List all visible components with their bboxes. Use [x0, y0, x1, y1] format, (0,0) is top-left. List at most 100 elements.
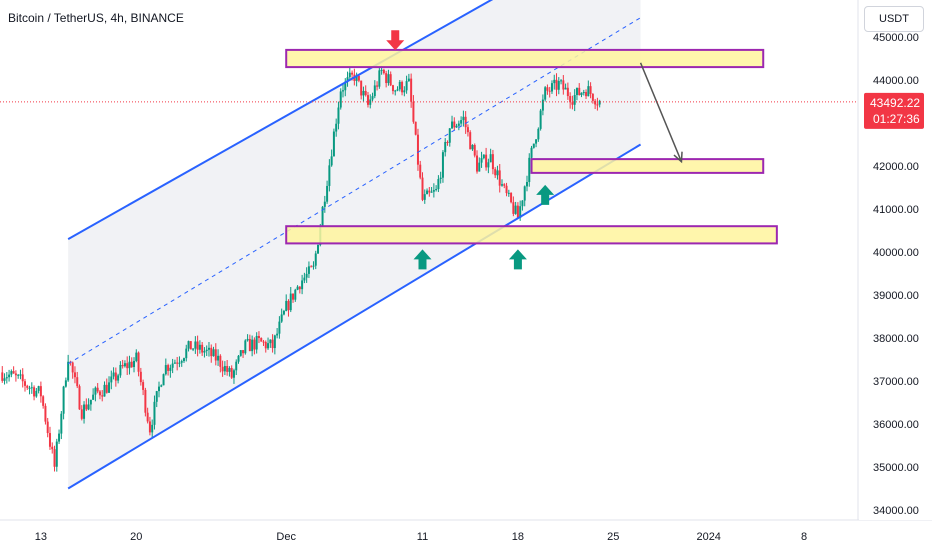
candle-down: [260, 338, 263, 342]
candle-down: [476, 155, 479, 172]
candle-down: [142, 382, 145, 390]
candle-down: [485, 154, 488, 168]
candle-up: [332, 131, 335, 157]
candle-down: [357, 75, 360, 81]
candle-down: [176, 362, 179, 364]
candle-up: [289, 293, 292, 311]
candle-down: [101, 395, 104, 397]
price-zone-rectangle: [285, 48, 765, 69]
y-tick-label: 39000.00: [873, 290, 919, 302]
y-tick-label: 45000.00: [873, 32, 919, 44]
candle-down: [196, 341, 199, 350]
candle-up: [396, 89, 399, 91]
x-tick-label: 2024: [696, 531, 720, 543]
candle-up: [398, 81, 401, 90]
candle-down: [594, 100, 597, 105]
candle-down: [73, 372, 76, 378]
candle-up: [323, 201, 326, 207]
candle-up: [301, 280, 304, 290]
candle-up: [133, 360, 136, 368]
candle-up: [285, 300, 288, 311]
candle-up: [203, 350, 206, 353]
candle-down: [210, 347, 213, 357]
candle-up: [273, 335, 276, 349]
candle-down: [505, 185, 508, 194]
candle-up: [64, 380, 67, 387]
candle-up: [307, 266, 310, 274]
candle-up: [348, 72, 351, 78]
candle-up: [267, 343, 270, 349]
arrow-up-marker: [536, 184, 555, 205]
candle-up: [341, 90, 344, 92]
candle-down: [469, 132, 472, 150]
candle-up: [478, 162, 481, 172]
candle-up: [155, 391, 158, 402]
x-tick-label: 25: [607, 531, 619, 543]
candle-up: [187, 341, 190, 349]
candle-down: [12, 371, 15, 374]
chart-title: Bitcoin / TetherUS, 4h, BINANCE: [8, 11, 184, 25]
candle-up: [403, 90, 406, 93]
candle-up: [160, 385, 163, 387]
y-tick-label: 42000.00: [873, 161, 919, 173]
candle-up: [276, 333, 279, 336]
candle-up: [326, 185, 329, 202]
candle-up: [305, 273, 308, 278]
candle-down: [1, 372, 4, 381]
candle-up: [35, 390, 38, 397]
candle-up: [178, 362, 181, 364]
candle-down: [546, 87, 549, 91]
candle-up: [55, 441, 58, 467]
candle-down: [96, 387, 99, 392]
candle-down: [121, 364, 124, 367]
candle-down: [78, 386, 81, 410]
candle-up: [535, 139, 538, 144]
y-tick-label: 44000.00: [873, 75, 919, 87]
candle-down: [382, 69, 385, 74]
candle-down: [46, 421, 49, 434]
candle-up: [217, 355, 220, 361]
candle-down: [494, 169, 497, 176]
candle-up: [117, 375, 120, 381]
candle-up: [269, 339, 272, 344]
candle-up: [487, 162, 490, 168]
candle-up: [337, 107, 340, 124]
candle-up: [207, 347, 210, 350]
candle-down: [146, 412, 149, 422]
candle-down: [421, 177, 424, 200]
candle-up: [407, 78, 410, 82]
candle-down: [21, 374, 24, 382]
candle-up: [173, 362, 176, 364]
candle-down: [26, 385, 29, 388]
candle-up: [537, 128, 540, 140]
candle-up: [205, 349, 208, 351]
candle-down: [566, 87, 569, 97]
candle-down: [33, 387, 36, 397]
candle-up: [521, 200, 524, 207]
candle-up: [182, 358, 185, 362]
candle-down: [473, 144, 476, 156]
candle-up: [294, 289, 297, 300]
candle-down: [44, 405, 47, 422]
candle-up: [103, 384, 106, 397]
candle-up: [423, 194, 426, 200]
currency-selector-button[interactable]: USDT: [864, 6, 924, 32]
arrow-up-marker: [413, 249, 432, 270]
y-tick-label: 36000.00: [873, 419, 919, 431]
candle-up: [564, 87, 567, 90]
candle-up: [437, 179, 440, 190]
candle-up: [460, 120, 463, 124]
y-tick-label: 40000.00: [873, 247, 919, 259]
candle-up: [94, 387, 97, 395]
candle-down: [464, 116, 467, 128]
candle-down: [248, 338, 251, 352]
candle-down: [292, 293, 295, 300]
candle-down: [271, 339, 274, 349]
candle-down: [466, 127, 469, 133]
candle-up: [378, 70, 381, 87]
candle-up: [432, 190, 435, 192]
candle-down: [98, 391, 101, 396]
candle-up: [344, 81, 347, 91]
candle-down: [376, 85, 379, 87]
